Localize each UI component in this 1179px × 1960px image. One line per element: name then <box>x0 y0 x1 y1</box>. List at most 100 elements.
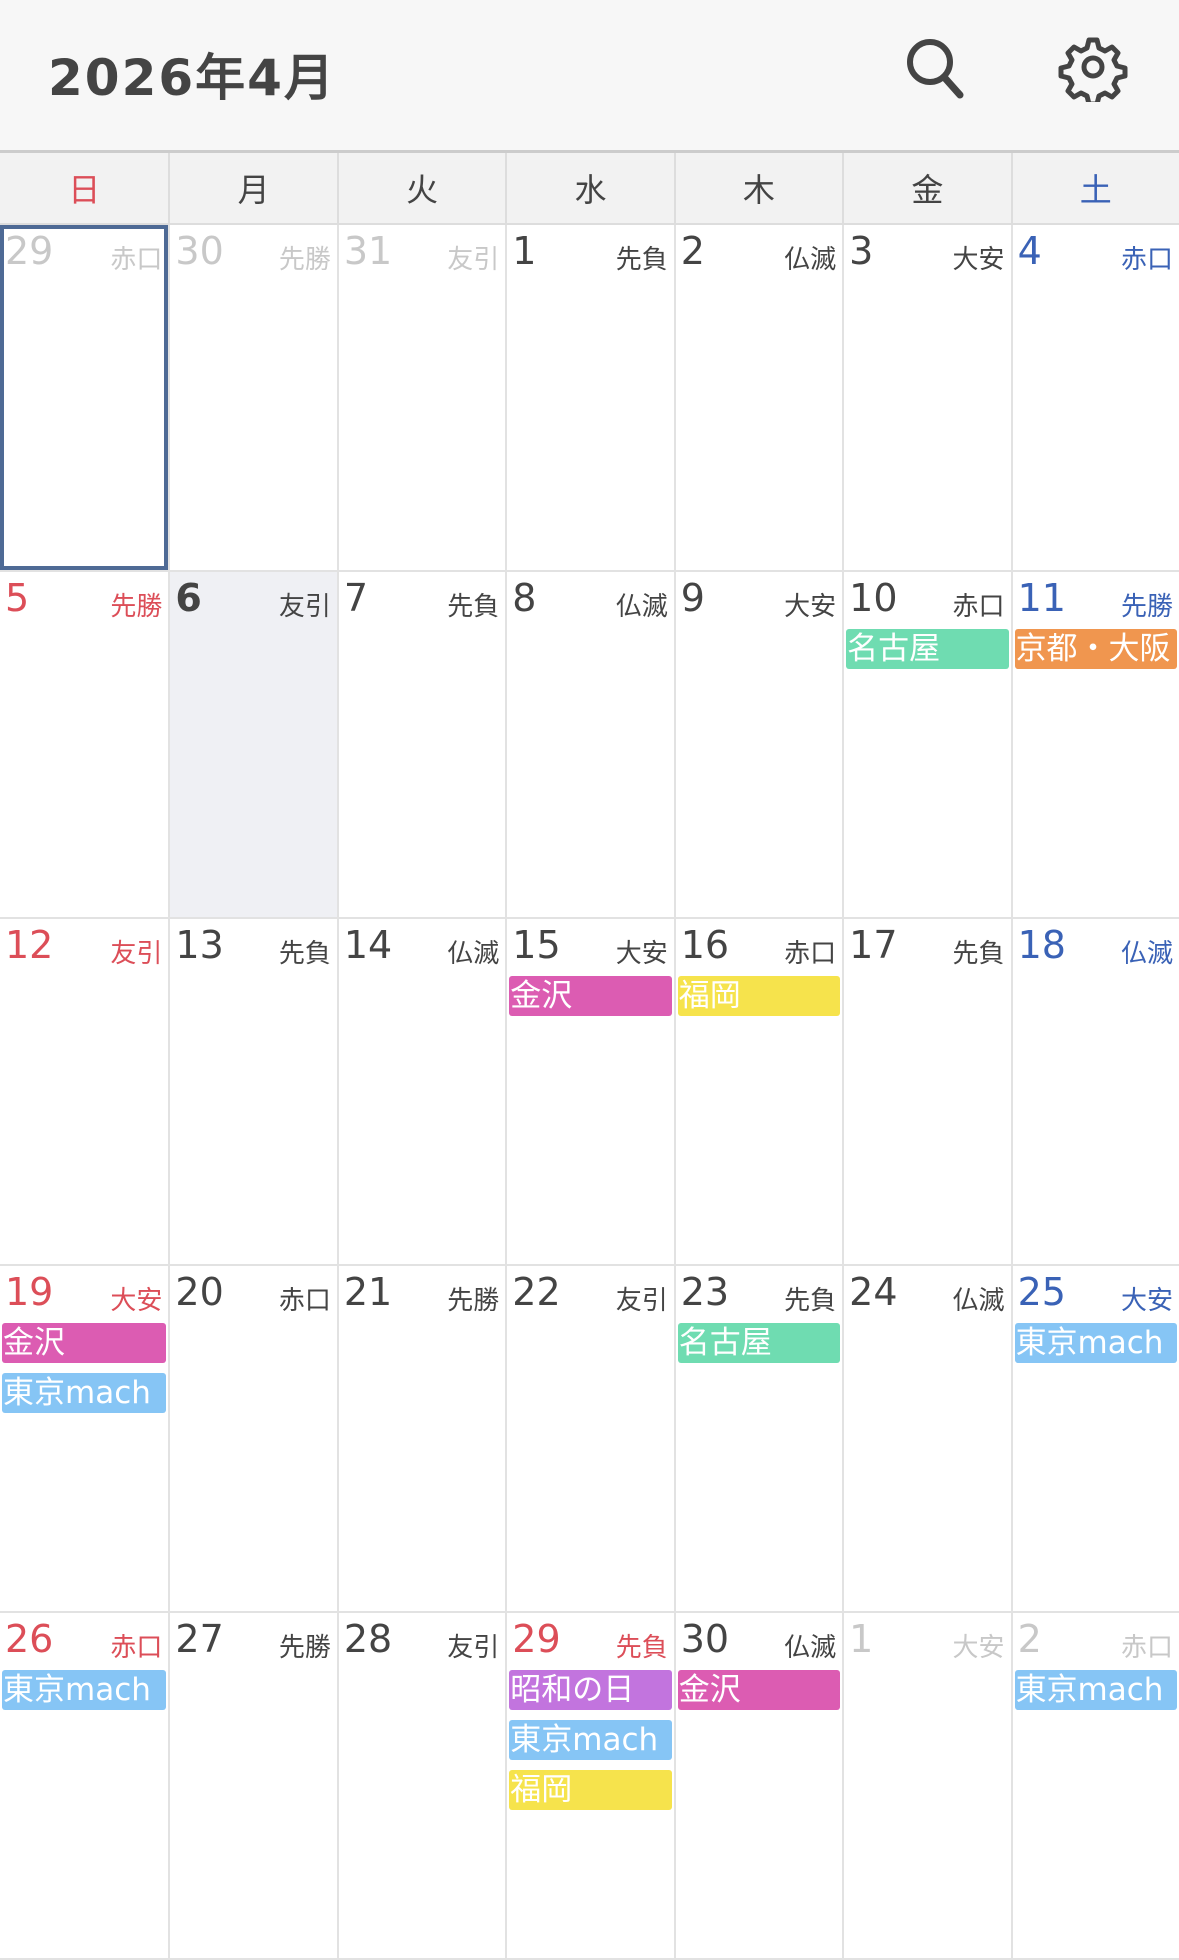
day-cell[interactable]: 15 大安 金沢 <box>505 919 674 1266</box>
day-cell[interactable]: 24 仏滅 <box>842 1266 1011 1613</box>
day-cell[interactable]: 26 赤口 東京mach <box>0 1613 169 1960</box>
day-cell[interactable]: 13 先負 <box>168 919 337 1266</box>
day-cell[interactable]: 12 友引 <box>0 919 169 1266</box>
day-cell[interactable]: 23 先負 名古屋 <box>673 1266 843 1613</box>
rokuyo-label: 仏滅 <box>784 1633 837 1663</box>
event-chip[interactable]: 東京mach <box>1014 1323 1177 1363</box>
weekday-label: 日 <box>68 171 101 209</box>
rokuyo-label: 仏滅 <box>784 245 837 275</box>
app-header: 2026年4月 <box>0 0 1179 150</box>
event-chip[interactable]: 金沢 <box>677 1670 841 1710</box>
day-cell[interactable]: 29 赤口 <box>0 225 169 572</box>
gear-icon[interactable] <box>1058 32 1128 107</box>
day-cell[interactable]: 2 仏滅 <box>673 225 843 572</box>
rokuyo-label: 友引 <box>615 1286 668 1316</box>
day-cell[interactable]: 30 仏滅金沢 <box>673 1613 843 1960</box>
day-cell[interactable]: 1 大安 <box>842 1613 1011 1960</box>
day-cell[interactable]: 21 先勝 <box>336 1266 506 1613</box>
event-chip[interactable]: 京都・大阪 <box>1014 629 1177 669</box>
rokuyo-label: 友引 <box>447 245 500 275</box>
event-chip[interactable]: 福岡 <box>509 1770 672 1810</box>
day-number: 23 <box>680 1270 730 1314</box>
day-number: 17 <box>849 923 898 967</box>
weekday-label: 火 <box>336 153 505 223</box>
day-number: 29 <box>5 229 54 273</box>
day-number: 13 <box>175 923 224 967</box>
day-cell[interactable]: 17 先負 <box>842 919 1011 1266</box>
rokuyo-label: 友引 <box>278 592 331 622</box>
weekday-label: 水 <box>505 153 673 223</box>
day-number: 24 <box>849 1270 898 1314</box>
day-number: 3 <box>849 229 874 273</box>
day-cell[interactable]: 29 先負昭和の日東京mach 福岡 <box>505 1613 674 1960</box>
event-chip[interactable]: 名古屋 <box>677 1323 841 1363</box>
day-number: 7 <box>343 576 369 620</box>
rokuyo-label: 赤口 <box>110 1633 163 1663</box>
weekday-label: 月 <box>168 153 336 223</box>
day-number: 22 <box>512 1270 561 1314</box>
day-cell[interactable]: 18 仏滅 <box>1010 919 1179 1266</box>
event-chip[interactable]: 昭和の日 <box>509 1670 672 1710</box>
day-number: 1 <box>849 1617 874 1661</box>
rokuyo-label: 先負 <box>952 939 1005 969</box>
day-number: 6 <box>175 576 202 620</box>
day-cell[interactable]: 6 友引 <box>168 572 337 919</box>
rokuyo-label: 先勝 <box>1120 592 1173 622</box>
day-cell[interactable]: 25 大安 東京mach <box>1010 1266 1179 1613</box>
day-cell[interactable]: 16 赤口 福岡 <box>673 919 843 1266</box>
day-cell[interactable]: 5 先勝 <box>0 572 169 919</box>
day-cell[interactable]: 10 赤口 名古屋 <box>842 572 1011 919</box>
rokuyo-label: 赤口 <box>110 245 163 275</box>
day-cell[interactable]: 14 仏滅 <box>336 919 506 1266</box>
rokuyo-label: 仏滅 <box>447 939 500 969</box>
day-cell[interactable]: 7 先負 <box>336 572 506 919</box>
day-cell[interactable]: 28 友引 <box>336 1613 506 1960</box>
rokuyo-label: 先負 <box>447 592 500 622</box>
day-cell[interactable]: 3 大安 <box>842 225 1011 572</box>
rokuyo-label: 友引 <box>110 939 163 969</box>
day-cell[interactable]: 31 友引 <box>336 225 506 572</box>
day-number: 28 <box>343 1617 393 1661</box>
day-cell[interactable]: 27 先勝 <box>168 1613 337 1960</box>
event-chip[interactable]: 金沢 <box>2 1323 167 1363</box>
event-chip[interactable]: 金沢 <box>509 976 672 1016</box>
day-cell[interactable]: 1 先負 <box>505 225 674 572</box>
day-number: 15 <box>512 923 561 967</box>
day-number: 10 <box>849 576 898 620</box>
event-chip[interactable]: 名古屋 <box>846 629 1009 669</box>
day-cell[interactable]: 9 大安 <box>673 572 843 919</box>
rokuyo-label: 友引 <box>447 1633 500 1663</box>
event-chip[interactable]: 東京mach <box>2 1670 167 1710</box>
day-number: 9 <box>680 576 705 620</box>
day-cell[interactable]: 19 大安 金沢 東京mach <box>0 1266 169 1613</box>
rokuyo-label: 赤口 <box>1120 245 1173 275</box>
day-cell[interactable]: 22 友引 <box>505 1266 674 1613</box>
rokuyo-label: 赤口 <box>1120 1633 1173 1663</box>
rokuyo-label: 大安 <box>1120 1286 1173 1316</box>
event-chip[interactable]: 東京mach <box>2 1373 167 1413</box>
event-chip[interactable]: 東京mach <box>509 1720 672 1760</box>
day-number: 29 <box>512 1617 561 1661</box>
day-number: 4 <box>1017 229 1042 273</box>
day-cell[interactable]: 30 先勝 <box>168 225 337 572</box>
event-chip[interactable]: 東京mach <box>1014 1670 1177 1710</box>
rokuyo-label: 赤口 <box>278 1286 331 1316</box>
day-number: 30 <box>680 1617 730 1661</box>
rokuyo-label: 先負 <box>615 1633 668 1663</box>
rokuyo-label: 仏滅 <box>615 592 668 622</box>
day-number: 27 <box>175 1617 224 1661</box>
event-chip[interactable]: 福岡 <box>677 976 841 1016</box>
day-number: 8 <box>512 576 537 620</box>
day-cell[interactable]: 8 仏滅 <box>505 572 674 919</box>
day-number: 31 <box>343 229 393 273</box>
day-cell[interactable]: 2 赤口 東京mach <box>1010 1613 1179 1960</box>
rokuyo-label: 先勝 <box>110 592 163 622</box>
day-cell[interactable]: 20 赤口 <box>168 1266 337 1613</box>
month-title[interactable]: 2026年4月 <box>48 49 336 107</box>
rokuyo-label: 先勝 <box>278 1633 331 1663</box>
day-cell[interactable]: 11 先勝 京都・大阪 <box>1010 572 1179 919</box>
day-number: 21 <box>343 1270 393 1314</box>
search-icon[interactable] <box>900 32 970 102</box>
day-cell[interactable]: 4 赤口 <box>1010 225 1179 572</box>
rokuyo-label: 先勝 <box>278 245 331 275</box>
